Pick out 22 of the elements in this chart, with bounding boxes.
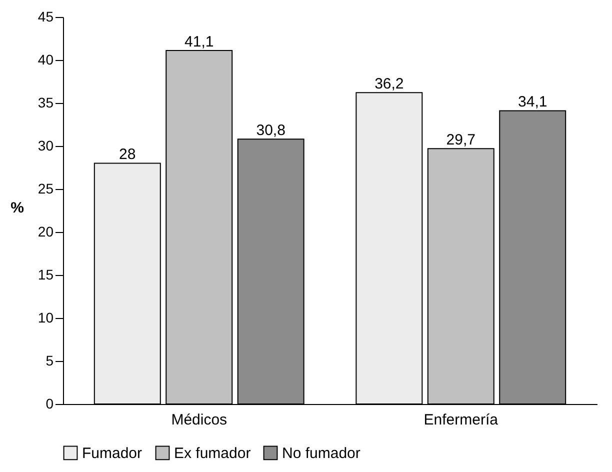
y-tick-label: 40	[38, 52, 54, 68]
y-tick-label: 30	[38, 138, 54, 154]
y-tick-label: 0	[46, 396, 54, 412]
data-label: 29,7	[446, 132, 476, 149]
data-label: 28	[119, 146, 136, 164]
data-label: 30,8	[256, 122, 286, 140]
y-tick-label: 5	[46, 352, 54, 368]
x-tick-label: Enfermería	[424, 412, 499, 428]
data-label: 41,1	[184, 34, 214, 51]
y-tick-label: 25	[38, 180, 54, 196]
legend-label: Ex fumador	[174, 444, 251, 462]
y-tick-label: 10	[38, 310, 54, 326]
x-tick-label: Médicos	[171, 412, 228, 428]
data-label: 34,1	[518, 94, 548, 111]
legend-label: No fumador	[282, 444, 360, 462]
y-tick-label: 35	[38, 94, 54, 110]
y-tick-label: 15	[38, 266, 54, 282]
legend-label: Fumador	[82, 444, 142, 462]
y-axis-title: %	[10, 200, 24, 216]
y-tick-label: 20	[38, 224, 54, 240]
data-label: 36,2	[374, 76, 404, 93]
y-tick-label: 45	[38, 8, 54, 24]
